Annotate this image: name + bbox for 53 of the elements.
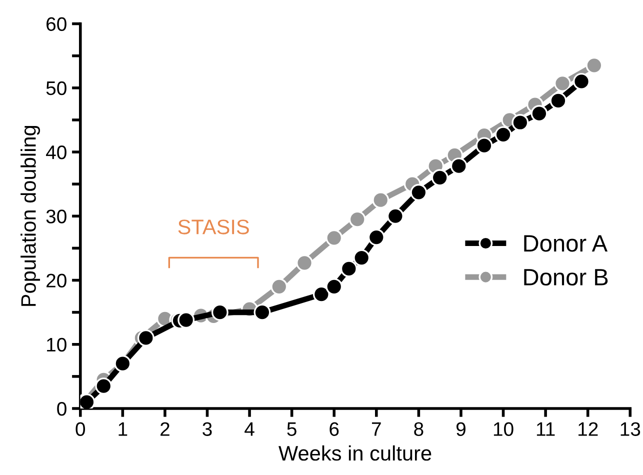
x-tick-label: 3 (202, 422, 212, 436)
y-tick-label: 20 (46, 274, 66, 288)
y-tick-label: 50 (46, 81, 66, 96)
x-tick-label: 2 (160, 422, 170, 436)
y-tick-label: 0 (57, 402, 66, 416)
point (348, 210, 366, 228)
point (340, 260, 358, 278)
x-tick-label: 4 (244, 422, 254, 436)
point (178, 312, 195, 328)
point (573, 72, 590, 90)
point (554, 74, 571, 92)
point (95, 378, 112, 395)
point (512, 114, 529, 131)
x-tick-label: 13 (620, 422, 640, 436)
x-tick-label: 1 (118, 422, 128, 436)
point (476, 137, 493, 154)
point (530, 105, 548, 122)
x-tick-label: 5 (287, 422, 296, 436)
point (296, 254, 313, 272)
point (353, 249, 370, 266)
point (550, 92, 567, 110)
point (372, 192, 390, 209)
point (270, 278, 288, 296)
x-tick-label: 9 (456, 422, 466, 436)
point (386, 208, 404, 225)
point (450, 158, 468, 175)
x-tick-label: 11 (536, 422, 555, 436)
y-tick-label: 10 (47, 338, 66, 352)
point (254, 304, 271, 321)
point (211, 304, 228, 321)
x-tick-label: 10 (494, 422, 514, 436)
y-tick-label: 40 (46, 145, 66, 160)
point (312, 286, 330, 303)
annotation: STASIS (178, 220, 249, 234)
x-tick-label: 7 (372, 422, 381, 436)
y-axis-title: Population doubling (20, 126, 40, 306)
point (326, 229, 343, 246)
x-tick-label: 6 (330, 422, 339, 436)
x-tick-label: 8 (414, 422, 424, 436)
point (586, 56, 603, 74)
legend-label: Donor B (524, 269, 608, 286)
point (410, 184, 428, 201)
point (494, 126, 512, 144)
y-tick-label: 60 (46, 17, 66, 31)
y-tick-label: 30 (46, 210, 66, 224)
x-axis-title: Weeks in culture (278, 445, 432, 461)
x-tick-label: 12 (578, 422, 598, 436)
point (431, 169, 448, 186)
point (368, 228, 385, 246)
point (137, 329, 154, 346)
point (326, 278, 343, 296)
legend-label: Donor A (524, 235, 608, 252)
x-tick-label: 0 (76, 422, 86, 436)
